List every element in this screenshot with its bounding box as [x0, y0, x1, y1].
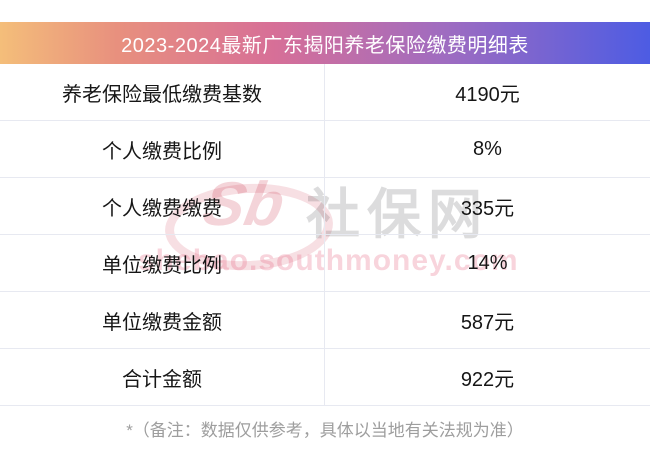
table-row: 个人缴费比例 8% — [0, 121, 650, 178]
row-value: 335元 — [460, 197, 515, 220]
table-row: 合计金额 922元 — [0, 349, 650, 406]
row-label: 个人缴费比例 — [0, 121, 325, 177]
row-label: 单位缴费比例 — [0, 235, 325, 291]
table-row: 单位缴费金额 587元 — [0, 292, 650, 349]
row-value: 8% — [473, 137, 502, 160]
table-row: 养老保险最低缴费基数 4190元 — [0, 64, 650, 121]
row-value: 587元 — [460, 311, 515, 334]
table-row: 单位缴费比例 14% — [0, 235, 650, 292]
row-value: 14% — [467, 251, 508, 274]
table-title-bar: 2023-2024最新广东揭阳养老保险缴费明细表 — [0, 22, 650, 64]
row-label: 单位缴费金额 — [0, 292, 325, 348]
table-row: 个人缴费缴费 335元 — [0, 178, 650, 235]
row-label: 个人缴费缴费 — [0, 178, 325, 234]
footnote: *（备注：数据仅供参考，具体以当地有关法规为准） — [126, 421, 524, 440]
row-label: 养老保险最低缴费基数 — [0, 64, 325, 120]
row-label: 合计金额 — [0, 349, 325, 405]
row-value: 4190元 — [455, 83, 520, 106]
page-title: 2023-2024最新广东揭阳养老保险缴费明细表 — [121, 34, 529, 57]
pension-detail-table: 养老保险最低缴费基数 4190元 个人缴费比例 8% 个人缴费缴费 335元 单… — [0, 64, 650, 406]
row-value: 922元 — [460, 368, 515, 391]
